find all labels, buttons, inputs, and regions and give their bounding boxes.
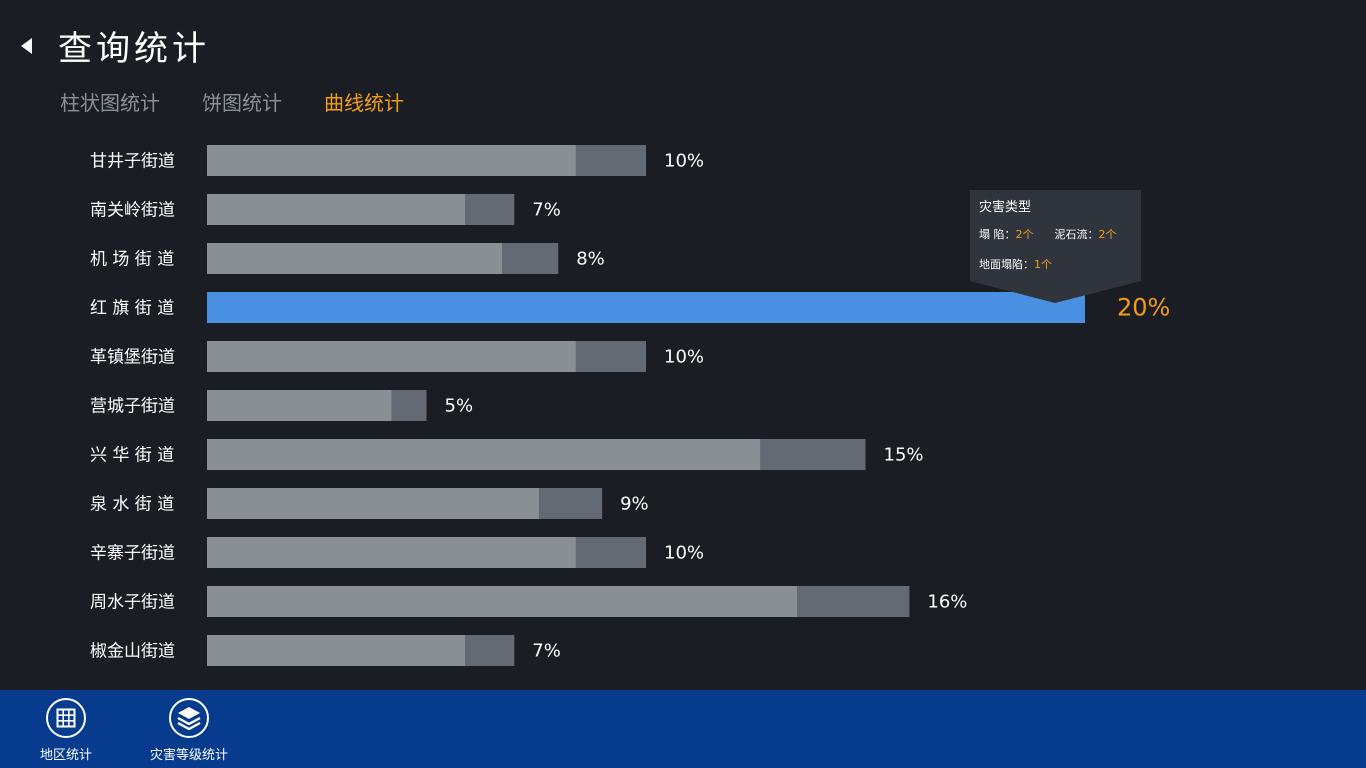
category-label: 南关岭街道 <box>90 201 175 221</box>
tooltip-label-collapse: 塌 陷： <box>979 228 1016 241</box>
disaster-level-stats-button[interactable]: 灾害等级统计 <box>148 698 230 763</box>
tooltip-label-debris-flow: 泥石流： <box>1054 228 1099 241</box>
tooltip-label-ground-subsidence: 地面塌陷： <box>979 258 1034 271</box>
bar[interactable] <box>207 194 515 225</box>
tab-pie-chart-stats[interactable]: 饼图统计 <box>202 91 282 115</box>
tooltip-value-debris-flow: 2个 <box>1098 228 1117 241</box>
bar-highlighted[interactable] <box>207 292 1085 323</box>
value-label: 5% <box>445 396 474 417</box>
bar[interactable] <box>207 537 646 568</box>
category-label: 机 场 街 道 <box>90 250 174 270</box>
category-label: 兴 华 街 道 <box>90 446 174 466</box>
value-label: 7% <box>532 200 561 221</box>
page-title: 查询统计 <box>58 29 210 69</box>
tab-bar-chart-stats[interactable]: 柱状图统计 <box>60 91 160 115</box>
value-label: 10% <box>664 543 704 564</box>
category-label: 泉 水 街 道 <box>90 495 174 515</box>
category-label: 营城子街道 <box>90 397 175 417</box>
disaster-type-tooltip: 灾害类型 塌 陷：2个 泥石流：2个 地面塌陷：1个 <box>970 190 1141 304</box>
value-label: 7% <box>532 641 561 662</box>
tooltip-value-collapse: 2个 <box>1015 228 1034 241</box>
tooltip-title: 灾害类型 <box>979 200 1032 215</box>
tooltip-background <box>970 190 1141 303</box>
bar[interactable] <box>207 586 910 617</box>
value-label: 8% <box>576 249 605 270</box>
category-label: 革镇堡街道 <box>90 348 175 368</box>
tab-curve-stats[interactable]: 曲线统计 <box>324 91 404 115</box>
value-label: 10% <box>664 151 704 172</box>
bar[interactable] <box>207 341 646 372</box>
value-label: 10% <box>664 347 704 368</box>
tooltip-value-ground-subsidence: 1个 <box>1034 258 1052 271</box>
tooltip-row: 塌 陷：2个 泥石流：2个 <box>979 226 1117 242</box>
bar[interactable] <box>207 145 646 176</box>
layers-icon <box>169 698 209 738</box>
category-label: 红 旗 街 道 <box>90 299 174 319</box>
grid-icon <box>46 698 86 738</box>
category-label: 周水子街道 <box>90 593 175 613</box>
bar[interactable] <box>207 390 427 421</box>
tab-bar: 柱状图统计 饼图统计 曲线统计 <box>60 88 446 118</box>
category-label: 辛寨子街道 <box>90 544 175 564</box>
value-label: 16% <box>927 592 967 613</box>
region-stats-button[interactable]: 地区统计 <box>38 698 94 763</box>
disaster-level-stats-label: 灾害等级统计 <box>149 748 228 763</box>
bar[interactable] <box>207 488 603 519</box>
region-stats-label: 地区统计 <box>39 748 92 763</box>
category-label: 椒金山街道 <box>90 642 175 662</box>
bar[interactable] <box>207 439 866 470</box>
back-arrow-icon[interactable] <box>20 38 34 54</box>
value-label: 9% <box>620 494 649 515</box>
tooltip-row: 地面塌陷：1个 <box>979 256 1052 272</box>
value-label: 15% <box>884 445 924 466</box>
bottom-toolbar: 地区统计 灾害等级统计 <box>0 690 1366 768</box>
bar[interactable] <box>207 243 559 274</box>
category-label: 甘井子街道 <box>90 152 175 172</box>
bar[interactable] <box>207 635 515 666</box>
